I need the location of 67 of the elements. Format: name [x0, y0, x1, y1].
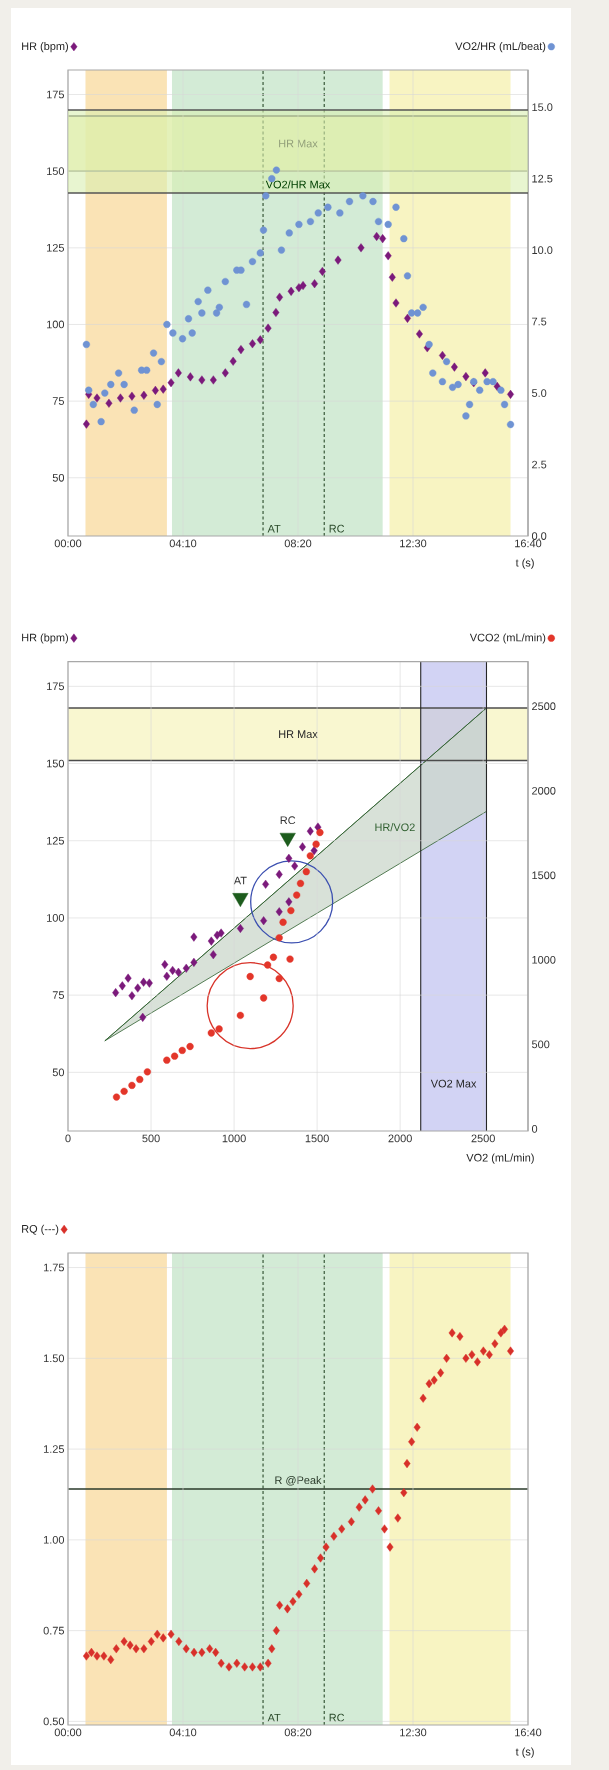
x-tick-label: 0 [65, 1134, 71, 1143]
x-axis-title: VO2 (mL/min) [466, 1153, 534, 1164]
x-tick-label: 500 [142, 1134, 160, 1143]
y2-tick-label: 2500 [532, 702, 556, 711]
y-tick-label: 125 [47, 836, 65, 845]
x-tick-label: 00:00 [54, 1728, 82, 1737]
x-tick-label: 12:30 [400, 1728, 427, 1737]
y-tick-label: 100 [47, 914, 65, 922]
x-axis-title: t (s) [515, 558, 534, 569]
y-tick-label: 175 [47, 90, 65, 99]
legend-label: VCO2 (mL/min) [469, 633, 546, 644]
y-tick-label: 0.50 [43, 1717, 65, 1726]
x-tick-label: 08:20 [284, 539, 312, 548]
ref-line-label: RC [329, 524, 345, 533]
y2-tick-label: 10.0 [532, 246, 553, 254]
x-tick-label: 04:10 [169, 539, 197, 548]
y-tick-label: 150 [47, 759, 65, 768]
y2-tick-label: 1500 [532, 871, 556, 880]
y2-tick-label: 12.5 [532, 174, 553, 183]
x-tick-label: 04:10 [169, 1728, 197, 1737]
x-tick-label: 12:30 [400, 539, 427, 548]
y2-tick-label: 0.0 [531, 532, 547, 540]
x-axis-title: t (s) [515, 1747, 534, 1758]
band-label: VO2 Max [430, 1079, 477, 1088]
ref-line-label: RC [329, 1713, 345, 1722]
x-tick-label: 08:20 [284, 1728, 312, 1737]
band-label: VO2/HR Max [265, 180, 331, 189]
series-label: HR/VO2 [375, 823, 415, 832]
x-tick-label: 16:40 [515, 1728, 542, 1737]
y-tick-label: 150 [47, 167, 65, 176]
y2-tick-label: 7.5 [532, 317, 547, 326]
band-label: HR Max [279, 139, 318, 148]
ref-line-label: R @Peak [275, 1476, 322, 1486]
legend-label: RQ (---) [22, 1224, 59, 1235]
band-label: HR Max [279, 730, 318, 739]
x-tick-label: 2500 [471, 1134, 495, 1143]
x-tick-label: 2000 [388, 1134, 412, 1143]
y-tick-label: 75 [52, 397, 65, 405]
y2-tick-label: 0 [531, 1124, 538, 1133]
y-tick-label: 1.50 [43, 1354, 65, 1363]
y-tick-label: 175 [47, 682, 65, 691]
annotation: AT [233, 876, 247, 885]
legend-label: HR (bpm) [22, 41, 68, 53]
x-tick-label: 00:00 [54, 539, 82, 548]
y-tick-label: 50 [52, 1068, 65, 1077]
y-tick-label: 125 [47, 243, 65, 252]
annotation: RC [280, 816, 296, 825]
y2-tick-label: 15.0 [532, 103, 553, 112]
ref-line-label: AT [267, 524, 281, 533]
y2-tick-label: 5.0 [531, 389, 547, 397]
legend-label: VO2/HR (mL/beat) [455, 41, 546, 53]
y2-tick-label: 1000 [532, 955, 556, 964]
legend-label: HR (bpm) [22, 633, 68, 644]
y2-tick-label: 500 [531, 1040, 550, 1049]
x-tick-label: 1000 [222, 1134, 246, 1143]
ref-line-label: AT [267, 1713, 281, 1722]
y-tick-label: 100 [47, 320, 65, 329]
y-tick-label: 1.75 [43, 1263, 65, 1272]
y-tick-label: 75 [52, 991, 65, 999]
x-tick-label: 16:40 [515, 539, 542, 548]
y-tick-label: 0.75 [43, 1626, 65, 1635]
y2-tick-label: 2.5 [532, 460, 547, 469]
y-tick-label: 1.00 [43, 1535, 65, 1544]
y-tick-label: 1.25 [43, 1445, 65, 1453]
y2-tick-label: 2000 [532, 786, 556, 795]
x-tick-label: 1500 [305, 1134, 329, 1143]
y-tick-label: 50 [52, 473, 65, 482]
